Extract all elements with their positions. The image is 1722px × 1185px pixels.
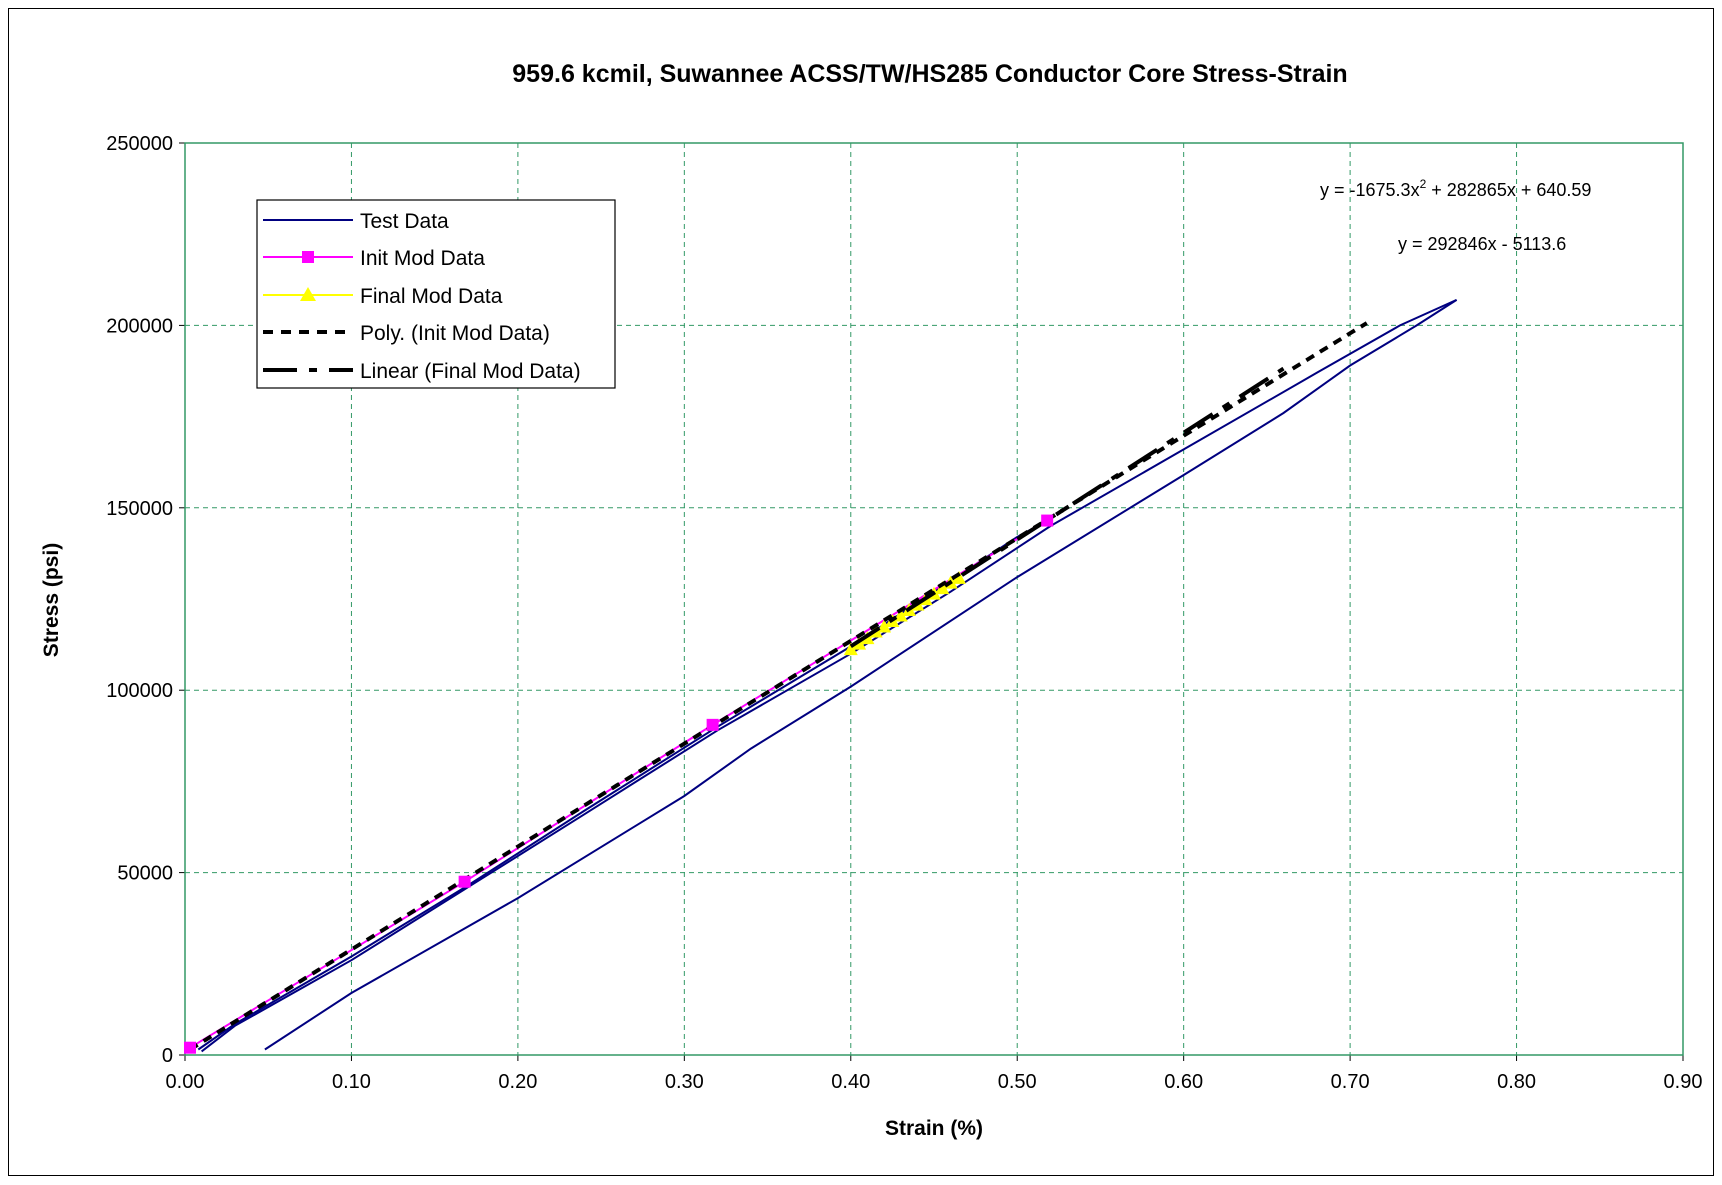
linear-equation: y = 292846x - 5113.6 bbox=[1398, 234, 1566, 254]
series-layer bbox=[183, 298, 1458, 1054]
legend-item-test-data: Test Data bbox=[263, 210, 449, 233]
final-mod-point bbox=[951, 570, 966, 584]
init-mod-point bbox=[458, 875, 471, 888]
legend-item-poly-trend: Poly. (Init Mod Data) bbox=[263, 322, 550, 345]
y-tick-label: 0 bbox=[162, 1045, 173, 1067]
legend-item-init-mod-data: Init Mod Data bbox=[263, 247, 485, 270]
test-data-line bbox=[264, 299, 1458, 1051]
y-tick-label: 100000 bbox=[106, 680, 173, 702]
y-tick-label: 50000 bbox=[117, 863, 173, 885]
poly-equation: y = -1675.3x2 + 282865x + 640.59 bbox=[1320, 177, 1591, 200]
legend-label-poly-trend: Poly. (Init Mod Data) bbox=[360, 322, 550, 345]
legend-label-linear-trend: Linear (Final Mod Data) bbox=[360, 360, 581, 383]
y-tick-label: 200000 bbox=[106, 315, 173, 337]
x-tick-label: 0.30 bbox=[665, 1071, 704, 1093]
grid bbox=[179, 142, 1684, 1061]
legend-item-linear-trend: Linear (Final Mod Data) bbox=[263, 360, 581, 383]
poly-equation-main: y = -1675.3x bbox=[1320, 180, 1420, 200]
legend-item-final-mod-data: Final Mod Data bbox=[263, 285, 503, 308]
final-mod-point bbox=[843, 642, 858, 656]
plot-area bbox=[184, 142, 1684, 1056]
linear-trendline bbox=[849, 366, 1285, 648]
y-axis-title: Stress (psi) bbox=[40, 543, 63, 657]
legend-label-test-data: Test Data bbox=[360, 210, 449, 233]
poly-trendline bbox=[188, 321, 1368, 1052]
y-tick-label: 250000 bbox=[106, 133, 173, 155]
final-mod-point bbox=[877, 619, 892, 633]
x-tick-label: 0.80 bbox=[1497, 1071, 1536, 1093]
chart-title: 959.6 kcmil, Suwannee ACSS/TW/HS285 Cond… bbox=[512, 60, 1347, 88]
y-tick-labels: 0 50000 100000 150000 200000 250000 bbox=[106, 133, 173, 1067]
poly-equation-rest: + 282865x + 640.59 bbox=[1426, 180, 1591, 200]
y-tick-label: 150000 bbox=[106, 498, 173, 520]
legend-marker-square bbox=[302, 251, 314, 263]
init-mod-point bbox=[183, 1041, 196, 1054]
init-mod-point bbox=[706, 718, 719, 731]
x-tick-labels: 0.00 0.10 0.20 0.30 0.40 0.50 0.60 0.70 0.80 0.90 bbox=[166, 1071, 1703, 1093]
poly-equation-exponent: 2 bbox=[1420, 177, 1427, 191]
final-mod-point bbox=[935, 581, 950, 595]
x-tick-label: 0.00 bbox=[166, 1071, 205, 1093]
x-tick-label: 0.90 bbox=[1664, 1071, 1703, 1093]
test-data-line bbox=[200, 298, 1458, 1053]
legend-label-init-mod-data: Init Mod Data bbox=[360, 247, 485, 270]
x-tick-label: 0.10 bbox=[332, 1071, 371, 1093]
x-axis-title: Strain (%) bbox=[885, 1117, 983, 1140]
legend-marker-triangle bbox=[300, 287, 316, 301]
legend-label-final-mod-data: Final Mod Data bbox=[360, 285, 503, 308]
legend: Test Data Init Mod Data Final Mod Data P… bbox=[256, 199, 616, 389]
final-mod-point bbox=[893, 608, 908, 622]
x-tick-label: 0.60 bbox=[1164, 1071, 1203, 1093]
x-tick-label: 0.70 bbox=[1331, 1071, 1370, 1093]
init-mod-point bbox=[1041, 514, 1054, 527]
x-tick-label: 0.50 bbox=[998, 1071, 1037, 1093]
x-tick-label: 0.40 bbox=[831, 1071, 870, 1093]
x-tick-label: 0.20 bbox=[498, 1071, 537, 1093]
